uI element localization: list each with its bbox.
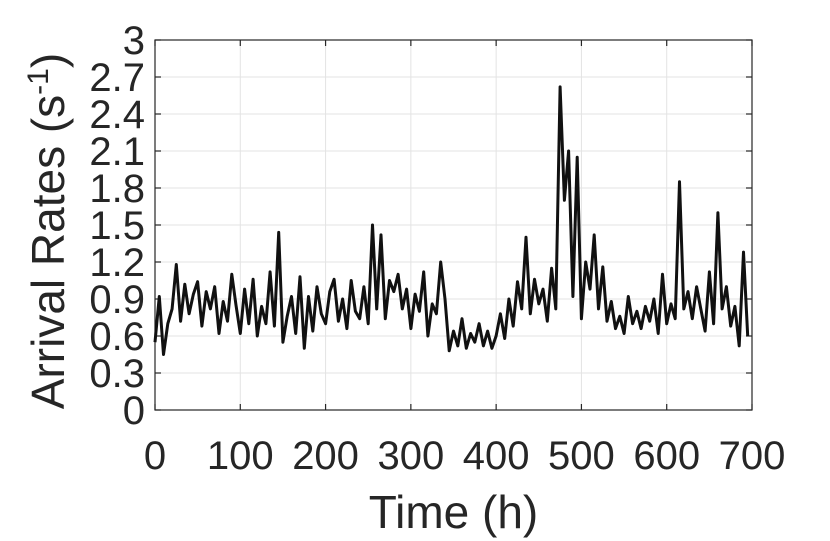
- x-tick-label: 500: [548, 434, 615, 478]
- series-line: [153, 85, 750, 356]
- axis-ticks: [154, 39, 753, 411]
- y-tick-label: 0: [123, 389, 145, 433]
- y-tick-label: 0.9: [89, 278, 145, 322]
- y-tick-label: 0.3: [89, 352, 145, 396]
- x-tick-label: 100: [207, 434, 274, 478]
- x-axis-title: Time (h): [369, 486, 539, 538]
- y-axis-title-close: ): [22, 53, 74, 68]
- y-axis-title: Arrival Rates (s-1): [22, 53, 74, 409]
- x-tick-label: 200: [292, 434, 359, 478]
- grid: [154, 39, 753, 411]
- y-tick-label: 0.6: [89, 315, 145, 359]
- x-tick-label: 600: [633, 434, 700, 478]
- x-tick-label: 700: [719, 434, 786, 478]
- y-tick-label: 2.4: [89, 93, 145, 137]
- x-tick-label: 300: [377, 434, 444, 478]
- y-tick-label: 3: [123, 19, 145, 63]
- y-tick-label: 1.8: [89, 167, 145, 211]
- tick-labels: 0 100 200 300 400 500 600 70000.30.60.91.21.51.…: [89, 19, 785, 478]
- x-tick-label: 0: [144, 434, 166, 478]
- y-tick-label: 2.1: [89, 130, 145, 174]
- x-tick-label: 400: [463, 434, 530, 478]
- y-axis-title-superscript: -1: [22, 68, 55, 95]
- y-tick-label: 2.7: [89, 56, 145, 100]
- y-tick-label: 1.5: [89, 204, 145, 248]
- y-tick-label: 1.2: [89, 241, 145, 285]
- y-axis-title-main: Arrival Rates (s: [22, 95, 74, 409]
